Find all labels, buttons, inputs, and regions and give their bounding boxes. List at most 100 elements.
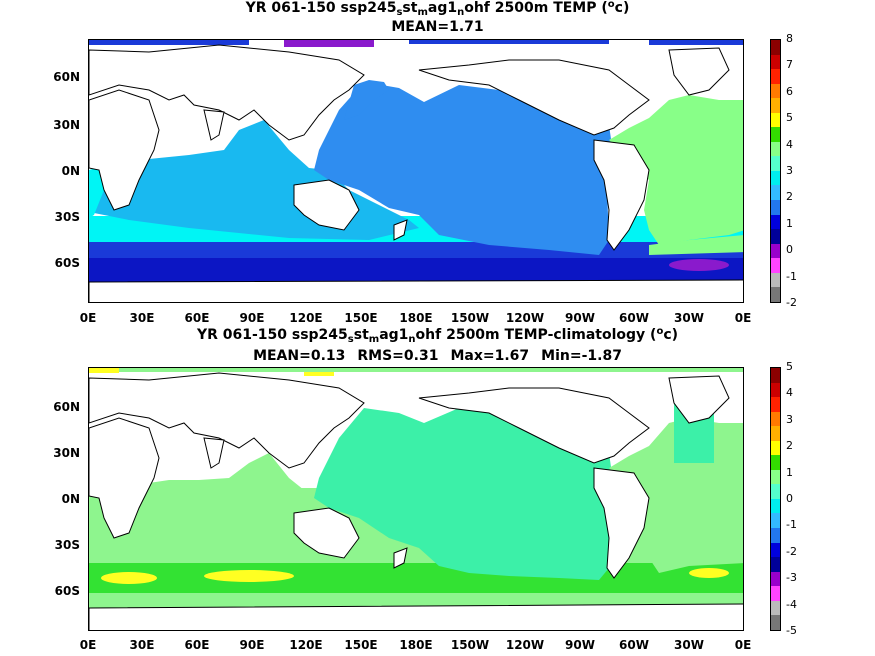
p1-atlantic-ocean bbox=[609, 95, 743, 245]
p2-land-africa bbox=[89, 417, 160, 539]
colorbar-segment bbox=[771, 112, 780, 128]
p1-weddell-purple bbox=[669, 259, 729, 271]
p2-land-samerica bbox=[593, 467, 650, 579]
panel1-colorbar bbox=[770, 39, 781, 303]
colorbar-label: 0 bbox=[786, 492, 793, 505]
p2-lat-label-30S: 30S bbox=[54, 538, 80, 552]
panel2-title: YR 061-150 ssp245sstmag1nohf 2500m TEMP-… bbox=[196, 326, 679, 345]
panel2-colorbar bbox=[770, 367, 781, 631]
colorbar-segment bbox=[771, 557, 780, 572]
p2-land-nz bbox=[393, 547, 408, 569]
colorbar-segment bbox=[771, 469, 780, 485]
colorbar-segment bbox=[771, 40, 780, 55]
p1-land-africa bbox=[89, 89, 160, 211]
p2-lat-label-60N: 60N bbox=[53, 400, 80, 414]
colorbar-label: -1 bbox=[786, 269, 797, 283]
stat-mean: MEAN=0.13 bbox=[253, 348, 346, 364]
colorbar-segment bbox=[771, 484, 780, 499]
colorbar-label: 8 bbox=[786, 32, 793, 45]
p1-lat-label-60N: 60N bbox=[53, 70, 80, 84]
colorbar-label: -1 bbox=[786, 518, 797, 532]
p2-green-arctic bbox=[119, 368, 743, 372]
colorbar-segment bbox=[771, 586, 780, 601]
p1-atlantic-green-south bbox=[649, 235, 743, 255]
p2-lat-label-0N: 0N bbox=[61, 492, 80, 506]
p1-lon-label: 150E bbox=[344, 311, 378, 325]
p2-yellow-arctic bbox=[89, 368, 119, 373]
p2-land-australia bbox=[293, 507, 360, 559]
p2-pacific-teal bbox=[314, 408, 614, 580]
p1-land-india bbox=[203, 109, 225, 141]
p2-yellow-blob bbox=[689, 568, 729, 578]
p2-lon-label: 30E bbox=[129, 638, 155, 652]
colorbar-label: -5 bbox=[786, 624, 797, 637]
stat-rms: RMS=0.31 bbox=[357, 348, 439, 364]
colorbar-segment bbox=[771, 127, 780, 142]
colorbar-label: -3 bbox=[786, 571, 797, 585]
p1-lon-label: 0E bbox=[734, 311, 752, 325]
colorbar-segment bbox=[771, 571, 780, 587]
p1-lon-label: 30E bbox=[129, 311, 155, 325]
colorbar-label: 1 bbox=[786, 216, 793, 230]
p1-land-australia bbox=[293, 179, 360, 231]
p1-lon-label: 120E bbox=[289, 311, 323, 325]
panel1-map bbox=[88, 39, 744, 303]
colorbar-segment bbox=[771, 258, 780, 273]
colorbar-label: 7 bbox=[786, 58, 793, 72]
p1-land-samerica bbox=[593, 139, 650, 251]
colorbar-segment bbox=[771, 98, 780, 113]
colorbar-label: 4 bbox=[786, 386, 793, 400]
p1-land-nz bbox=[393, 219, 408, 241]
p1-lat-label-30S: 30S bbox=[54, 210, 80, 224]
panel2-map bbox=[88, 367, 744, 631]
p2-land-greenland bbox=[668, 375, 730, 424]
p1-lon-label: 90W bbox=[565, 311, 595, 325]
p2-land-india bbox=[203, 437, 225, 469]
panel2-stats: MEAN=0.13 RMS=0.31 Max=1.67 Min=-1.87 bbox=[0, 348, 875, 364]
p1-lat-label-30N: 30N bbox=[53, 118, 80, 132]
colorbar-segment bbox=[771, 440, 780, 456]
p2-lat-label-30N: 30N bbox=[53, 446, 80, 460]
p2-lon-label: 30W bbox=[674, 638, 704, 652]
p1-lon-label: 120W bbox=[505, 311, 545, 325]
p1-lon-label: 30W bbox=[674, 311, 704, 325]
p1-arctic-blue bbox=[89, 40, 249, 45]
colorbar-label: -2 bbox=[786, 544, 797, 558]
colorbar-segment bbox=[771, 141, 780, 157]
panel2-map-svg bbox=[89, 368, 743, 630]
p1-land-eurasia bbox=[89, 44, 365, 141]
colorbar-label: 3 bbox=[786, 412, 793, 426]
p2-lon-label: 150E bbox=[344, 638, 378, 652]
p2-land-antarctica bbox=[89, 603, 743, 630]
p2-land bbox=[89, 372, 743, 630]
colorbar-label: 6 bbox=[786, 84, 793, 98]
colorbar-segment bbox=[771, 528, 780, 543]
panel1-map-svg bbox=[89, 40, 743, 302]
colorbar-label: 1 bbox=[786, 465, 793, 479]
colorbar-segment bbox=[771, 156, 780, 171]
p2-lon-label: 60W bbox=[619, 638, 649, 652]
colorbar-segment bbox=[771, 170, 780, 186]
p1-land-antarctica bbox=[89, 279, 743, 302]
colorbar-segment bbox=[771, 542, 780, 558]
colorbar-segment bbox=[771, 368, 780, 383]
p2-lon-label: 90E bbox=[239, 638, 265, 652]
colorbar-label: -2 bbox=[786, 296, 797, 309]
p1-band-blue-south bbox=[89, 240, 743, 258]
colorbar-segment bbox=[771, 69, 780, 84]
colorbar-label: 4 bbox=[786, 137, 793, 151]
stat-min: Min=-1.87 bbox=[541, 348, 622, 364]
p1-lon-label: 60W bbox=[619, 311, 649, 325]
p2-lon-label: 90W bbox=[565, 638, 595, 652]
colorbar-segment bbox=[771, 83, 780, 99]
p1-lat-label-60S: 60S bbox=[54, 256, 80, 270]
colorbar-segment bbox=[771, 397, 780, 412]
p1-land bbox=[89, 44, 743, 302]
colorbar-label: 0 bbox=[786, 243, 793, 257]
p2-lon-label: 120E bbox=[289, 638, 323, 652]
colorbar-label: 2 bbox=[786, 439, 793, 453]
p1-lat-label-0N: 0N bbox=[61, 164, 80, 178]
p1-land-greenland bbox=[668, 47, 730, 96]
p2-lon-label: 120W bbox=[505, 638, 545, 652]
colorbar-segment bbox=[771, 243, 780, 259]
